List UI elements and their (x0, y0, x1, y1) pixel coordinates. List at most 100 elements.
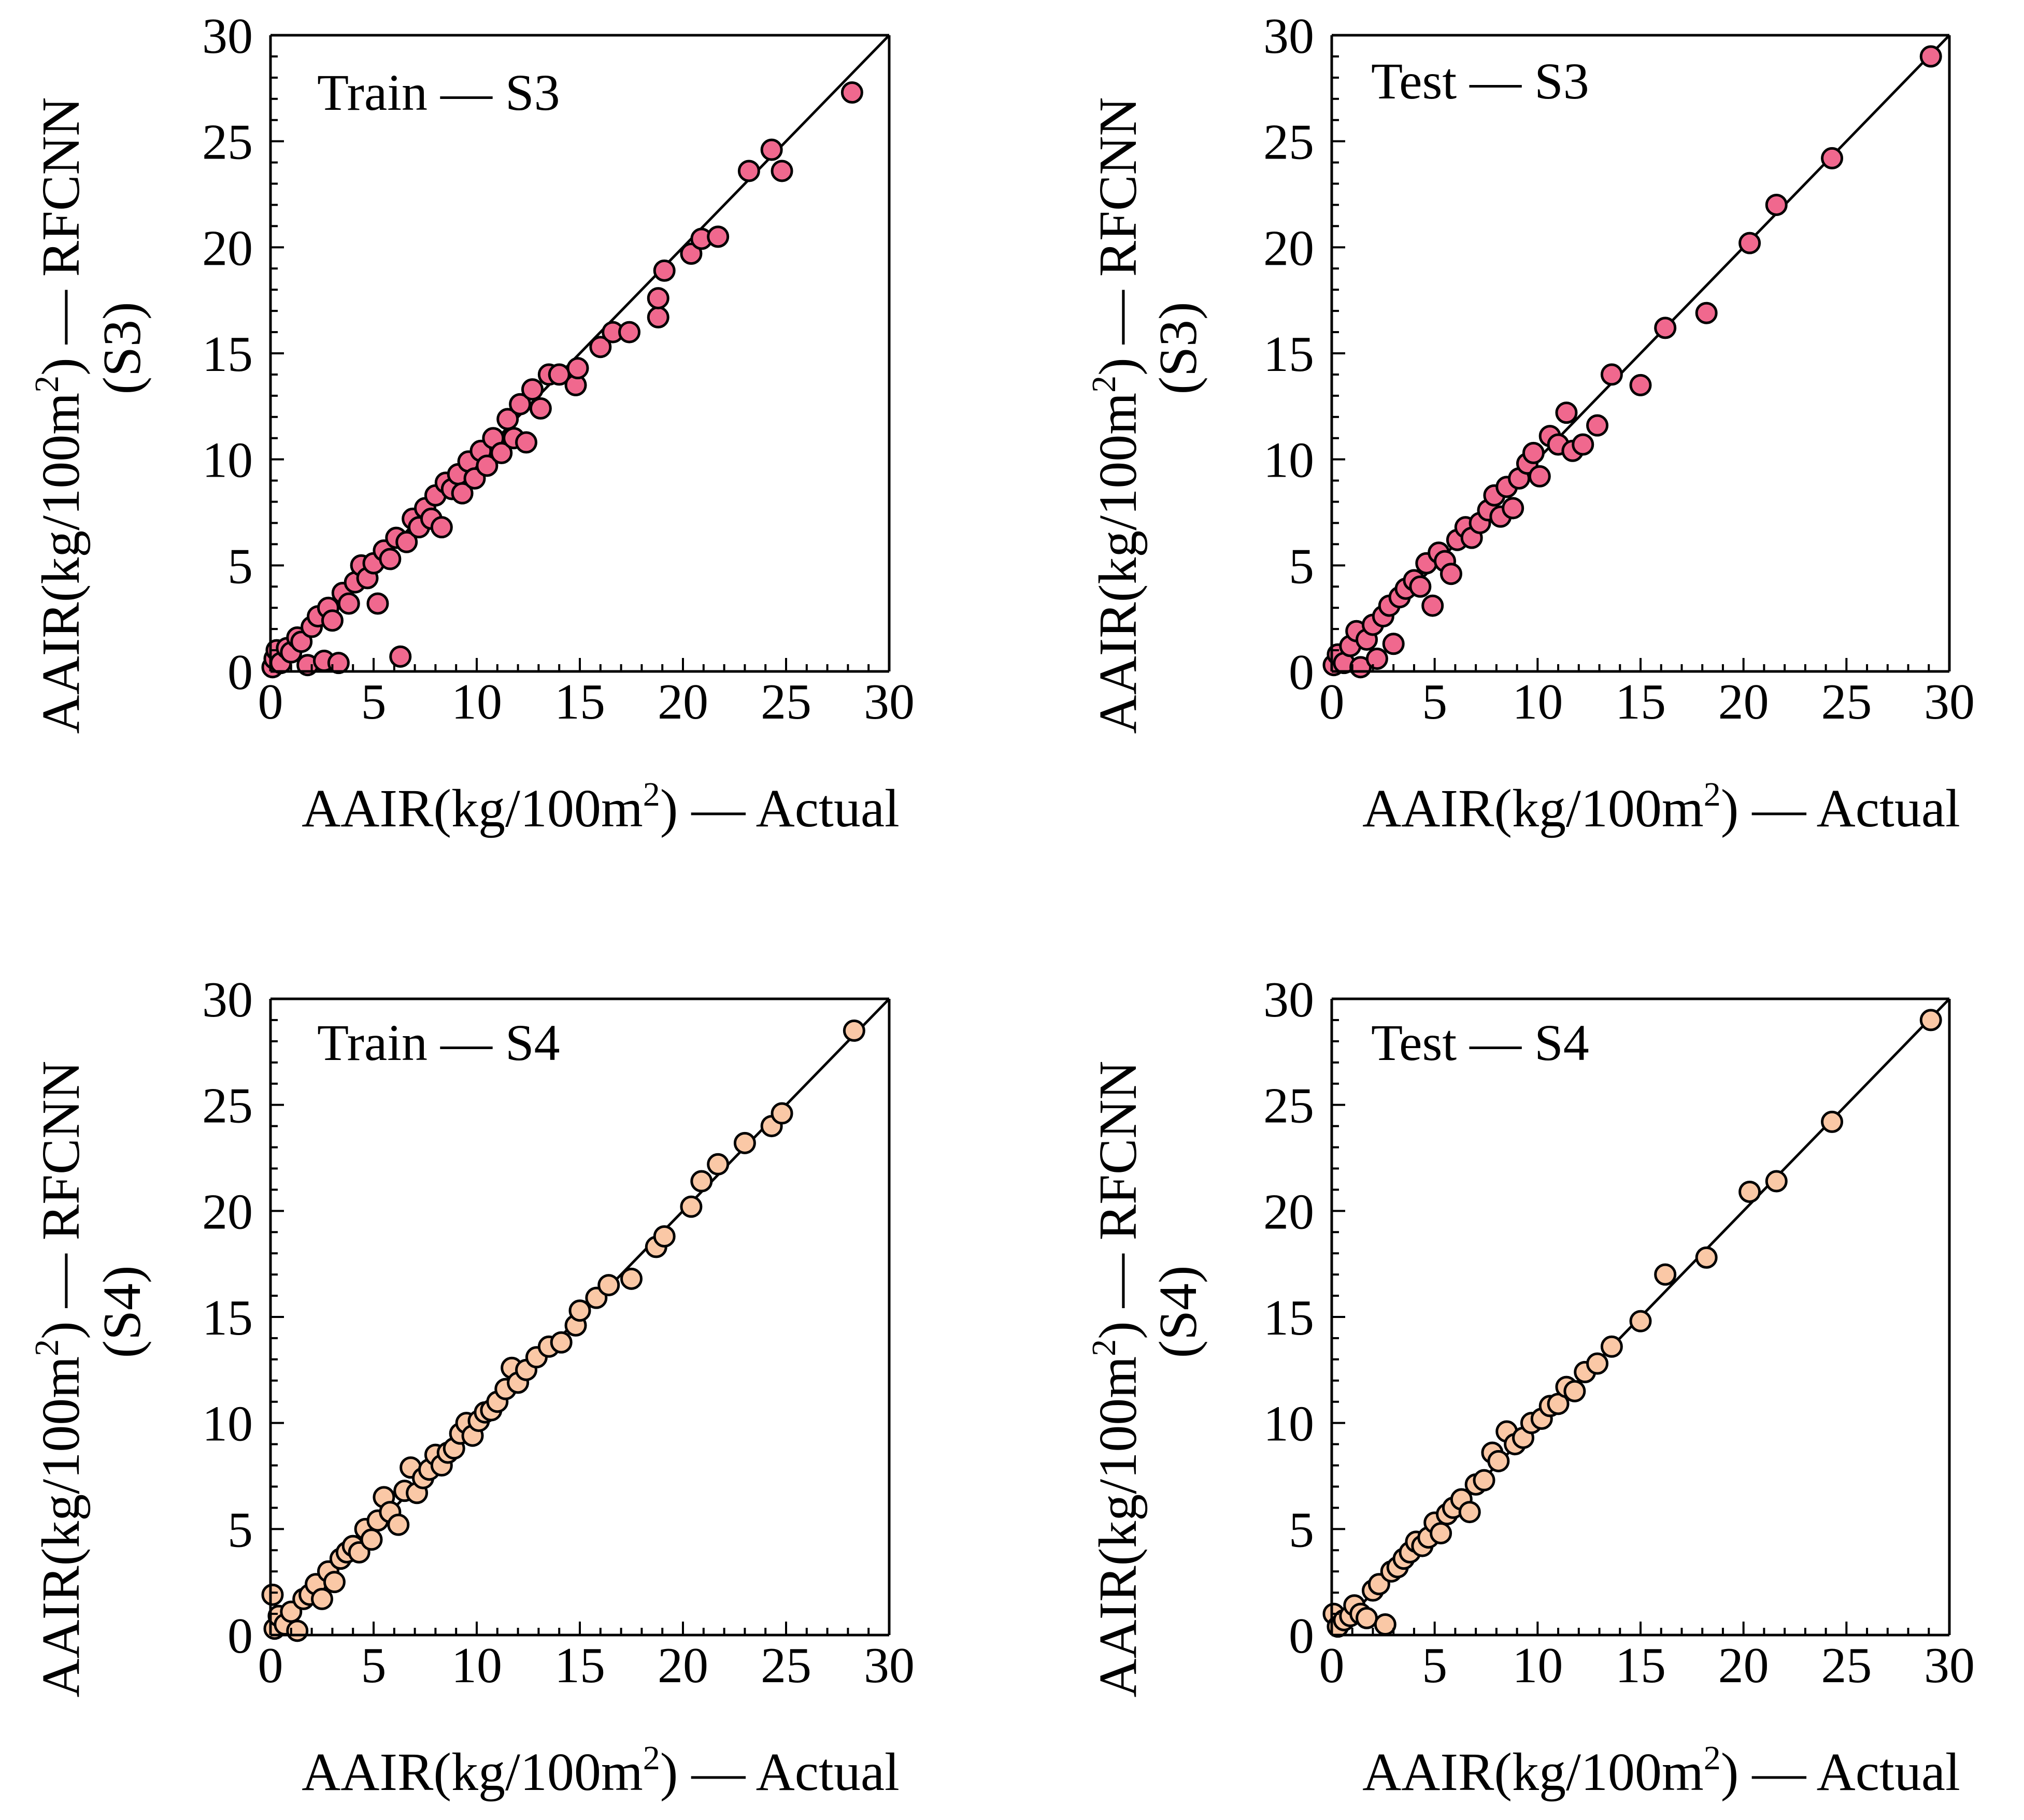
data-point (327, 652, 350, 675)
data-point (653, 259, 676, 282)
y-tick-label: 30 (1263, 972, 1314, 1028)
data-point (1919, 1009, 1942, 1031)
x-axis-title-main: AAIR(kg/100m (1362, 1742, 1704, 1802)
data-point (771, 1102, 793, 1125)
data-point (653, 1225, 676, 1248)
data-point (1409, 575, 1432, 598)
y-tick-label: 30 (1263, 8, 1314, 64)
data-point (1738, 232, 1761, 254)
data-point (360, 1528, 383, 1551)
y-tick-label: 25 (202, 1078, 253, 1134)
data-point (337, 592, 360, 615)
data-point (1555, 402, 1578, 424)
data-point (1765, 1170, 1788, 1193)
data-point (1487, 1450, 1510, 1472)
data-point (321, 609, 344, 632)
data-point (1572, 433, 1594, 456)
y-tick-label: 5 (1289, 538, 1314, 594)
data-point (1382, 633, 1405, 655)
points-layer (1322, 34, 1950, 679)
data-point (521, 378, 544, 401)
data-point (261, 1583, 284, 1606)
x-axis-title-tail: ) — Actual (660, 1742, 900, 1802)
axes-layer: 0 5 10 15 20 25 30 0 5 10 15 20 25 30 Train — S3 AAIR(k… (28, 8, 915, 838)
panel-label: Test — S3 (1371, 52, 1589, 110)
data-point (1765, 193, 1788, 216)
panel-label: Test — S4 (1371, 1014, 1589, 1071)
y-tick-label: 30 (202, 972, 253, 1028)
panel-label: Train — S3 (317, 64, 560, 121)
y-tick-label: 25 (1263, 1078, 1314, 1134)
data-point (529, 397, 552, 420)
y-axis-title-sup: 2 (28, 1339, 66, 1356)
y-axis-title-line1: AAIR(kg/100m2) — RFCNN (1085, 1061, 1148, 1697)
y-axis-title-tail: ) — RFCNN (1088, 97, 1148, 375)
data-point (451, 482, 474, 505)
x-tick-label: 10 (451, 674, 502, 730)
y-axis-title-line1: AAIR(kg/100m2) — RFCNN (28, 1061, 91, 1697)
y-tick-label: 10 (202, 1396, 253, 1452)
x-tick-label: 10 (451, 1638, 502, 1694)
data-point (379, 548, 402, 570)
data-point (1600, 1335, 1623, 1358)
data-point (311, 1587, 333, 1610)
y-axis-title-line2: (S3) (1148, 302, 1208, 394)
x-tick-label: 5 (361, 1638, 387, 1694)
y-tick-label: 15 (202, 326, 253, 382)
x-tick-label: 0 (258, 1638, 283, 1694)
x-tick-label: 25 (761, 1638, 811, 1694)
points-layer (1322, 998, 1950, 1638)
y-axis-title-tail: ) — RFCNN (1088, 1061, 1148, 1339)
chart-panel-train-s4: 0 5 10 15 20 25 30 0 5 10 15 20 25 30 Train — S4 AAIR(k… (28, 972, 915, 1802)
data-point (323, 1571, 346, 1594)
x-tick-label: 20 (1718, 1638, 1769, 1694)
data-point (733, 1131, 756, 1154)
chart-panel-test-s3: 0 5 10 15 20 25 30 0 5 10 15 20 25 30 Test — S3 AAIR(kg… (1085, 8, 1975, 838)
data-point (771, 160, 793, 182)
data-point (395, 531, 418, 553)
data-point (690, 1170, 713, 1193)
data-point (290, 630, 313, 653)
x-axis-title-tail: ) — Actual (1721, 779, 1960, 838)
y-tick-label: 20 (202, 1184, 253, 1240)
data-point (760, 138, 783, 161)
y-tick-label: 25 (202, 114, 253, 170)
data-point (389, 645, 412, 668)
y-tick-label: 5 (1289, 1502, 1314, 1558)
x-tick-label: 25 (761, 674, 811, 730)
x-tick-label: 20 (658, 1638, 708, 1694)
panel-label: Train — S4 (317, 1014, 560, 1071)
y-axis-title-tail: ) — RFCNN (31, 1061, 91, 1339)
x-axis-title-sup: 2 (643, 1739, 660, 1777)
data-point (1629, 374, 1652, 396)
data-point (1695, 1246, 1718, 1269)
x-tick-label: 5 (1422, 674, 1447, 730)
x-tick-label: 5 (361, 674, 387, 730)
y-tick-label: 0 (227, 1608, 253, 1664)
data-point (707, 1153, 730, 1176)
data-point (515, 431, 538, 454)
x-tick-label: 20 (1718, 674, 1769, 730)
data-point (1654, 317, 1677, 339)
y-axis-title-line2: (S3) (92, 302, 152, 394)
y-tick-label: 10 (1263, 433, 1314, 489)
y-axis-title-sup: 2 (28, 376, 66, 393)
data-point (566, 357, 589, 380)
x-tick-label: 0 (1319, 674, 1345, 730)
data-point (1738, 1180, 1761, 1203)
data-point (430, 516, 453, 539)
data-point (1502, 497, 1524, 520)
y-tick-label: 10 (1263, 1396, 1314, 1452)
data-point (1821, 147, 1844, 169)
x-tick-label: 15 (554, 674, 605, 730)
x-axis-title-tail: ) — Actual (1721, 1742, 1960, 1802)
x-tick-label: 10 (1512, 674, 1563, 730)
data-point (618, 321, 641, 343)
data-point (1356, 1607, 1378, 1629)
x-axis-title: AAIR(kg/100m2) — Actual (302, 776, 900, 838)
y-tick-label: 15 (1263, 1290, 1314, 1346)
x-tick-label: 25 (1821, 1638, 1872, 1694)
x-tick-label: 15 (1615, 674, 1666, 730)
y-axis-title-main: AAIR(kg/100m (1088, 1356, 1148, 1698)
y-tick-label: 25 (1263, 114, 1314, 170)
